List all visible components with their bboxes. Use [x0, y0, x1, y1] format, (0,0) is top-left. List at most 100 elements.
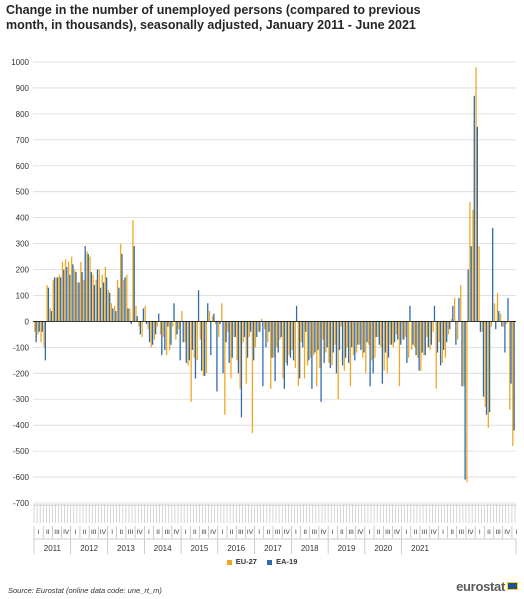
quarter-label: II: [487, 529, 491, 536]
bar-ea19: [133, 246, 135, 322]
bar-eu27: [221, 303, 223, 322]
bar-ea19: [351, 321, 353, 348]
bar-eu27: [371, 321, 373, 361]
bar-eu27: [190, 321, 192, 402]
bar-eu27: [294, 321, 296, 369]
bar-ea19: [179, 321, 181, 361]
bar-ea19: [470, 246, 472, 322]
quarter-label: IV: [210, 529, 217, 536]
bar-eu27: [414, 321, 416, 348]
bar-eu27: [92, 274, 94, 322]
bar-ea19: [66, 266, 68, 322]
bar-eu27: [162, 321, 165, 337]
bar-eu27: [58, 274, 61, 322]
quarter-label: IV: [394, 529, 401, 536]
quarter-label: I: [74, 529, 76, 536]
bar-eu27: [264, 321, 266, 330]
bar-ea19: [158, 313, 160, 322]
y-tick-label: -100: [13, 343, 30, 352]
bar-eu27: [499, 313, 502, 322]
bar-ea19: [479, 321, 482, 332]
bar-eu27: [509, 321, 511, 410]
y-tick-label: 200: [16, 266, 30, 275]
bar-eu27: [484, 321, 486, 408]
bar-ea19: [213, 313, 215, 322]
bar-eu27: [481, 321, 483, 332]
bar-ea19: [259, 321, 261, 332]
bar-ea19: [87, 253, 89, 322]
bar-eu27: [270, 321, 272, 389]
bar-eu27: [52, 279, 54, 322]
bar-eu27: [325, 321, 327, 353]
bar-ea19: [476, 126, 478, 322]
quarter-label: II: [46, 529, 50, 536]
bar-ea19: [421, 321, 423, 353]
bar-ea19: [381, 321, 384, 384]
bar-eu27: [493, 303, 496, 322]
bar-ea19: [41, 321, 43, 332]
quarter-label: IV: [173, 529, 180, 536]
year-label: 2018: [301, 544, 319, 553]
bar-eu27: [43, 321, 45, 348]
y-tick-label: -600: [13, 473, 30, 482]
y-tick-label: 400: [16, 214, 30, 223]
bar-ea19: [449, 321, 451, 330]
bar-ea19: [170, 321, 172, 345]
bar-ea19: [464, 321, 466, 480]
quarter-label: I: [148, 529, 150, 536]
bar-ea19: [400, 321, 402, 345]
bar-eu27: [395, 321, 398, 335]
bar-eu27: [447, 321, 450, 335]
bar-ea19: [299, 321, 301, 379]
bar-eu27: [297, 321, 300, 387]
bar-ea19: [53, 277, 56, 322]
bar-ea19: [443, 321, 445, 350]
bar-ea19: [253, 321, 255, 361]
quarter-label: III: [495, 529, 501, 536]
bar-eu27: [496, 292, 499, 322]
bar-ea19: [482, 321, 485, 397]
bar-eu27: [444, 321, 447, 358]
quarter-label: II: [120, 529, 124, 536]
bar-ea19: [387, 321, 390, 358]
bar-ea19: [151, 321, 154, 345]
bar-ea19: [130, 321, 132, 325]
bar-ea19: [99, 287, 102, 322]
bar-eu27: [233, 321, 235, 337]
bar-ea19: [90, 272, 92, 322]
quarter-label: I: [185, 529, 187, 536]
quarter-label: II: [156, 529, 160, 536]
bar-eu27: [224, 321, 226, 415]
bar-ea19: [295, 305, 298, 322]
bar-eu27: [340, 321, 342, 327]
bar-eu27: [199, 321, 201, 340]
bar-eu27: [487, 321, 489, 428]
bar-eu27: [303, 321, 306, 379]
bar-eu27: [472, 209, 474, 322]
quarter-label: IV: [100, 529, 107, 536]
bar-eu27: [337, 321, 339, 400]
chart-legend: EU-27 EA-19: [0, 557, 524, 566]
bar-ea19: [142, 308, 145, 322]
bar-ea19: [507, 298, 509, 322]
bar-eu27: [165, 321, 168, 356]
bar-ea19: [369, 321, 371, 387]
bar-ea19: [265, 321, 267, 348]
bar-ea19: [412, 321, 414, 345]
bar-eu27: [227, 321, 229, 332]
bar-eu27: [144, 305, 146, 322]
bar-ea19: [427, 321, 429, 348]
bar-eu27: [101, 274, 103, 322]
year-label: 2015: [191, 544, 209, 553]
bar-ea19: [191, 321, 194, 350]
bar-eu27: [153, 321, 156, 340]
bar-eu27: [86, 251, 88, 322]
bar-ea19: [102, 282, 105, 322]
bar-ea19: [418, 321, 420, 371]
bar-ea19: [302, 321, 304, 348]
bar-ea19: [344, 321, 347, 358]
y-tick-label: -500: [13, 447, 30, 456]
bar-ea19: [121, 253, 123, 322]
bar-eu27: [230, 321, 232, 379]
eu-flag-icon: [507, 582, 518, 590]
